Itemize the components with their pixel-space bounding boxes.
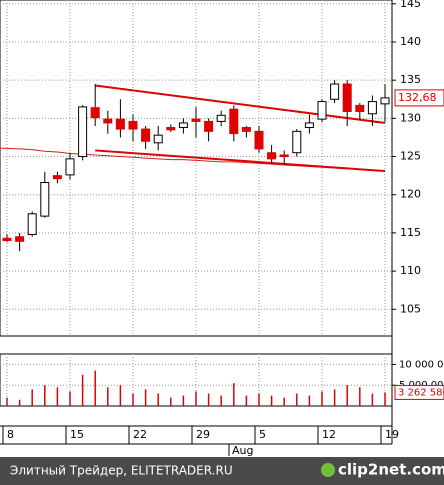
month-label: Aug: [232, 444, 253, 457]
trendline: [95, 84, 386, 124]
last-price-box: [394, 89, 444, 107]
trendline: [95, 149, 386, 173]
candle-body: [40, 182, 50, 217]
candle-body: [380, 97, 390, 105]
y-tick-label: 145: [400, 0, 421, 10]
candle-body: [2, 237, 12, 242]
last-price-label: 132,68: [398, 91, 437, 104]
candle-body: [166, 127, 176, 131]
candle-body: [115, 118, 125, 130]
candle-body: [317, 101, 327, 120]
candle-body: [279, 154, 289, 158]
footer-bar: [0, 457, 444, 485]
candle-body: [27, 213, 37, 235]
y-tick-label: 120: [400, 188, 421, 201]
x-tick-label: 8: [7, 428, 14, 441]
footer-text: Элитный Трейдер, ELITETRADER.RU: [10, 464, 233, 478]
candle-body: [103, 118, 113, 124]
volume-tick-label: 10 000 000: [399, 359, 444, 370]
x-tick-label: 15: [70, 428, 84, 441]
y-tick-label: 140: [400, 35, 421, 48]
last-volume-box: [394, 384, 444, 400]
y-tick-label: 125: [400, 150, 421, 163]
candle-body: [178, 122, 188, 129]
x-tick-label: 22: [133, 428, 147, 441]
candle-body: [216, 114, 226, 122]
x-tick-label: 29: [196, 428, 210, 441]
candle-body: [204, 120, 214, 132]
candle-body: [254, 130, 264, 150]
logo-icon: [321, 463, 335, 477]
candle-body: [330, 83, 340, 100]
candle-body: [342, 83, 352, 112]
watermark: clip2net.com: [338, 461, 444, 479]
candle-body: [267, 152, 277, 160]
y-tick-label: 135: [400, 73, 421, 86]
candle-body: [355, 104, 365, 112]
candle-body: [65, 158, 75, 176]
y-tick-label: 110: [400, 264, 421, 277]
candle-body: [304, 122, 314, 129]
candle-body: [128, 120, 138, 130]
candle-body: [141, 128, 151, 142]
candle-body: [15, 236, 25, 242]
x-tick-label: 19: [385, 428, 399, 441]
x-tick-label: 12: [322, 428, 336, 441]
candle-body: [52, 175, 62, 180]
y-tick-label: 130: [400, 111, 421, 124]
y-tick-label: 105: [400, 302, 421, 315]
candle-body: [78, 106, 88, 158]
candle-body: [292, 130, 302, 154]
last-volume-label: 3 262 580: [398, 387, 444, 398]
candle-body: [229, 108, 239, 135]
y-tick-label: 115: [400, 226, 421, 239]
x-tick-label: 5: [259, 428, 266, 441]
candle-body: [241, 127, 251, 132]
candle-body: [367, 101, 377, 115]
candle-body: [191, 118, 201, 122]
candle-body: [153, 134, 163, 144]
candle-body: [90, 107, 100, 119]
